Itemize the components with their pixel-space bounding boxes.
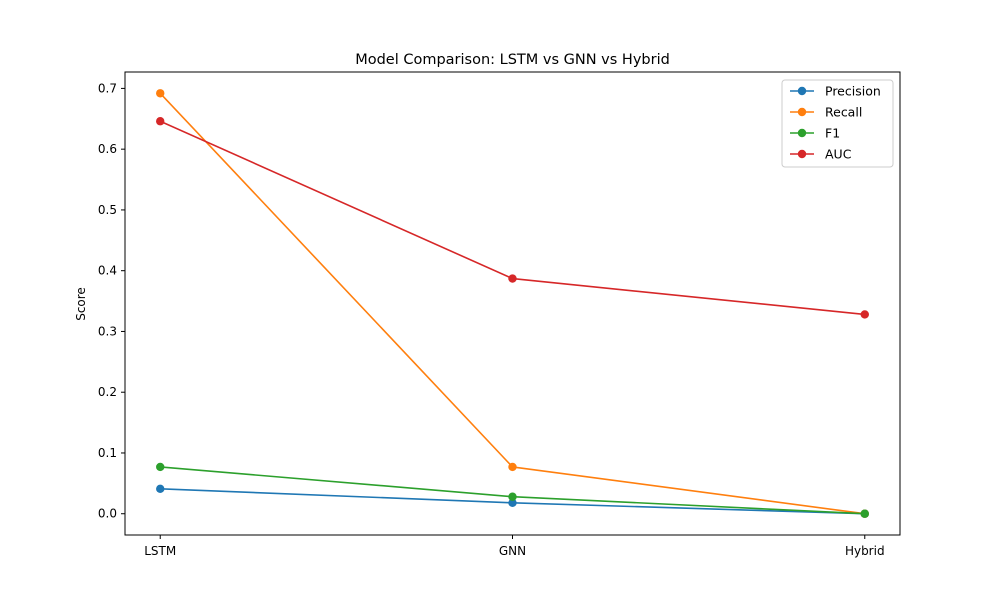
y-axis-label: Score [74, 287, 88, 321]
legend-marker-auc [797, 149, 807, 159]
data-point-auc-hybrid [860, 310, 869, 319]
legend-label-auc: AUC [825, 147, 852, 162]
data-point-precision-gnn [508, 498, 517, 507]
y-tick-label: 0.7 [98, 81, 117, 95]
y-tick-label: 0.1 [98, 446, 117, 460]
y-tick-label: 0.5 [98, 203, 117, 217]
data-point-recall-lstm [156, 89, 165, 98]
y-tick-label: 0.0 [98, 507, 117, 521]
y-tick-label: 0.3 [98, 324, 117, 338]
legend-label-precision: Precision [825, 84, 881, 99]
legend-marker-recall [797, 107, 807, 117]
y-tick-label: 0.6 [98, 142, 117, 156]
x-tick-label: LSTM [144, 544, 176, 558]
x-tick-label: GNN [499, 544, 526, 558]
data-point-f1-lstm [156, 462, 165, 472]
data-point-auc-lstm [156, 117, 165, 126]
data-point-f1-gnn [508, 492, 517, 501]
data-point-auc-gnn [508, 274, 517, 283]
data-point-recall-gnn [508, 462, 517, 472]
legend-label-recall: Recall [825, 105, 862, 120]
y-tick-label: 0.2 [98, 385, 117, 399]
legend-marker-precision [797, 86, 807, 96]
legend-box [781, 79, 894, 168]
legend: Precision Recall F1 AUC [781, 79, 894, 168]
plot-area: LSTM GNN Hybrid 0.0 0.1 0.2 0.3 0.4 0.5 0.6 0.7 [98, 71, 901, 558]
data-point-precision-lstm [156, 484, 165, 494]
data-point-f1-hybrid [860, 509, 869, 518]
chart-title: Model Comparison: LSTM vs GNN vs Hybrid [355, 52, 670, 68]
legend-label-f1: F1 [825, 126, 840, 141]
y-tick-label: 0.4 [98, 264, 117, 278]
legend-marker-f1 [797, 128, 807, 138]
x-tick-label: Hybrid [845, 544, 885, 558]
